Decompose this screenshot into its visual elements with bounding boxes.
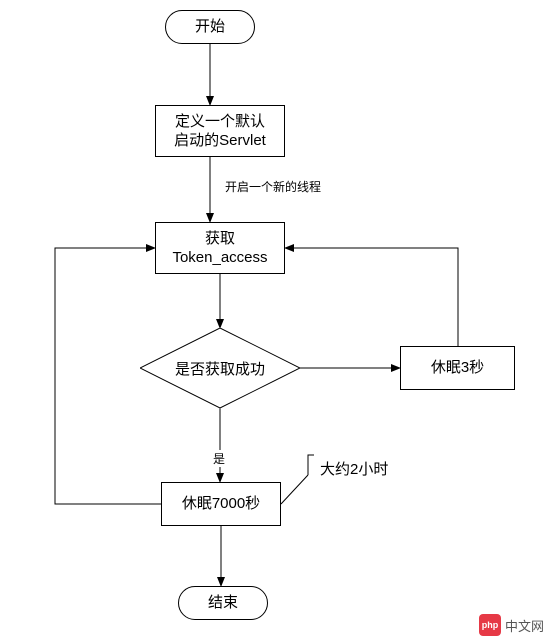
node-end-label: 结束 [208,593,238,613]
node-sleep7000: 休眠7000秒 [161,482,281,526]
node-define-label-1: 定义一个默认 [174,112,266,132]
callout-label: 大约2小时 [320,458,388,479]
flowchart-edges [0,0,552,644]
node-get-token-label-2: Token_access [172,248,267,268]
node-get-token-label-1: 获取 [172,229,267,249]
node-start-label: 开始 [195,17,225,37]
node-get-token: 获取 Token_access [155,222,285,274]
node-sleep7000-label: 休眠7000秒 [182,494,260,514]
node-sleep3-label: 休眠3秒 [431,358,484,378]
node-define-label-2: 启动的Servlet [174,131,266,151]
edge-label-thread: 开启一个新的线程 [225,178,321,195]
watermark: php 中文网 [479,614,544,636]
node-define: 定义一个默认 启动的Servlet [155,105,285,157]
watermark-text: 中文网 [505,616,544,635]
node-sleep3: 休眠3秒 [400,346,515,390]
node-decision: 是否获取成功 [140,328,300,408]
watermark-logo: php [479,614,501,636]
edge-label-yes: 是 [213,450,225,467]
node-decision-label: 是否获取成功 [175,358,265,379]
node-start: 开始 [165,10,255,44]
node-end: 结束 [178,586,268,620]
